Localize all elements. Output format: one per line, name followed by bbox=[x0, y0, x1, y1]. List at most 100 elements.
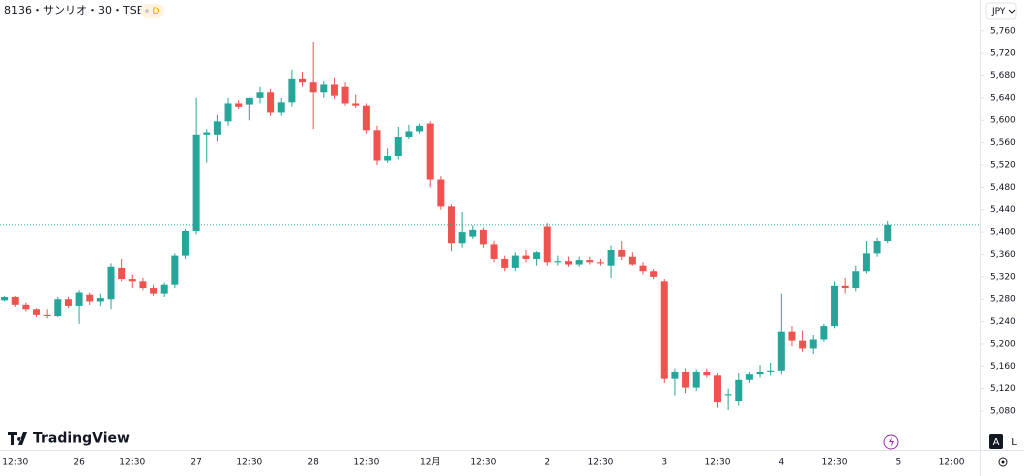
y-tick-label: 5,240 bbox=[990, 317, 1016, 327]
y-tick-label: 5,320 bbox=[990, 272, 1016, 282]
logo-text: TradingView bbox=[33, 431, 130, 447]
x-tick-label: 5 bbox=[895, 458, 901, 468]
y-tick-label: 5,760 bbox=[990, 26, 1016, 36]
x-tick-label: 12:30 bbox=[2, 458, 28, 468]
candle-body bbox=[575, 260, 583, 265]
candle-body bbox=[75, 292, 83, 306]
x-tick-label: 27 bbox=[190, 458, 201, 468]
currency-button[interactable] bbox=[985, 2, 1017, 20]
candle-body bbox=[160, 284, 168, 294]
candle-body bbox=[745, 374, 753, 380]
candle-body bbox=[320, 84, 328, 93]
x-tick-label: 12:30 bbox=[470, 458, 496, 468]
candle-body bbox=[490, 244, 498, 259]
candle-body bbox=[267, 92, 275, 113]
candle-body bbox=[862, 253, 870, 272]
candle-body bbox=[330, 84, 338, 96]
candle-body bbox=[426, 123, 434, 180]
candle-body bbox=[671, 371, 679, 379]
candle-body bbox=[22, 304, 30, 310]
candle-body bbox=[447, 206, 455, 244]
candle-body bbox=[565, 261, 573, 265]
candle-body bbox=[309, 82, 317, 93]
x-tick-label: 4 bbox=[778, 458, 784, 468]
settings-dot bbox=[1001, 460, 1005, 464]
candle-body bbox=[767, 370, 775, 372]
candle-body bbox=[192, 134, 200, 231]
candle-body bbox=[150, 288, 158, 294]
candle-body bbox=[203, 132, 211, 135]
y-tick-label: 5,360 bbox=[990, 250, 1016, 260]
x-tick-label: 12:30 bbox=[236, 458, 262, 468]
candle-body bbox=[373, 130, 381, 161]
candle-body bbox=[777, 331, 785, 371]
candle-body bbox=[299, 78, 307, 83]
candle-body bbox=[703, 371, 711, 376]
candle-body bbox=[628, 256, 636, 265]
candle-body bbox=[618, 250, 626, 257]
candle-body bbox=[533, 252, 541, 259]
currency[interactable]: JPY bbox=[991, 7, 1006, 17]
candle-body bbox=[128, 279, 136, 282]
candle-body bbox=[809, 339, 817, 349]
candle-body bbox=[479, 229, 487, 245]
x-tick-label: 28 bbox=[307, 458, 319, 468]
y-tick-label: 5,560 bbox=[990, 138, 1016, 148]
badge-dot bbox=[145, 9, 149, 13]
candle-body bbox=[469, 229, 477, 237]
symbol-title[interactable]: 8136・サンリオ・30・TSE bbox=[4, 4, 144, 17]
candle-body bbox=[245, 97, 253, 105]
candle-body bbox=[884, 224, 892, 242]
candle-body bbox=[107, 266, 115, 300]
candle-body bbox=[831, 285, 839, 327]
auto-button[interactable] bbox=[989, 434, 1003, 449]
candle-body bbox=[852, 271, 860, 289]
candle-body bbox=[96, 298, 104, 302]
x-tick-label: 12:30 bbox=[822, 458, 848, 468]
candle-body bbox=[799, 340, 807, 349]
candle-body bbox=[394, 137, 402, 157]
candle-body bbox=[181, 230, 189, 256]
candle-body bbox=[11, 296, 19, 305]
candle-body bbox=[277, 102, 285, 113]
delay-badge[interactable]: D bbox=[153, 7, 160, 17]
settings-icon[interactable] bbox=[998, 457, 1008, 467]
candle-body bbox=[362, 105, 370, 131]
candle-body bbox=[33, 309, 41, 315]
candle-body bbox=[639, 265, 647, 272]
candle-body bbox=[384, 156, 392, 161]
candle-body bbox=[139, 281, 147, 289]
x-tick-label: 12月 bbox=[420, 457, 440, 468]
candle-body bbox=[437, 179, 445, 207]
x-tick-label: 12:00 bbox=[939, 458, 965, 468]
candle-body bbox=[650, 271, 658, 277]
x-tick-label: 2 bbox=[544, 458, 550, 468]
candle-body bbox=[352, 103, 360, 106]
x-tick-label: 3 bbox=[661, 458, 667, 468]
y-tick-label: 5,280 bbox=[990, 295, 1016, 305]
candle-body bbox=[660, 281, 668, 379]
x-tick-label: 12:30 bbox=[705, 458, 731, 468]
candle-body bbox=[501, 258, 509, 268]
candle-body bbox=[256, 92, 264, 98]
y-tick-label: 5,120 bbox=[990, 384, 1016, 394]
candle-body bbox=[682, 371, 690, 388]
candle-body bbox=[543, 226, 551, 263]
log-label[interactable]: L bbox=[1011, 437, 1017, 448]
candle-body bbox=[788, 331, 796, 341]
y-tick-label: 5,600 bbox=[990, 116, 1016, 126]
candle-body bbox=[607, 250, 615, 266]
alert-bolt bbox=[889, 437, 894, 447]
candle-body bbox=[213, 121, 221, 135]
candle-body bbox=[458, 232, 466, 244]
candle-body bbox=[235, 103, 243, 107]
candle-body bbox=[692, 371, 700, 388]
auto-label[interactable]: A bbox=[993, 437, 1000, 448]
y-tick-label: 5,160 bbox=[990, 362, 1016, 372]
x-tick-label: 12:30 bbox=[587, 458, 613, 468]
tv-logo[interactable]: TradingView bbox=[8, 431, 130, 447]
logo-mark bbox=[8, 432, 27, 445]
